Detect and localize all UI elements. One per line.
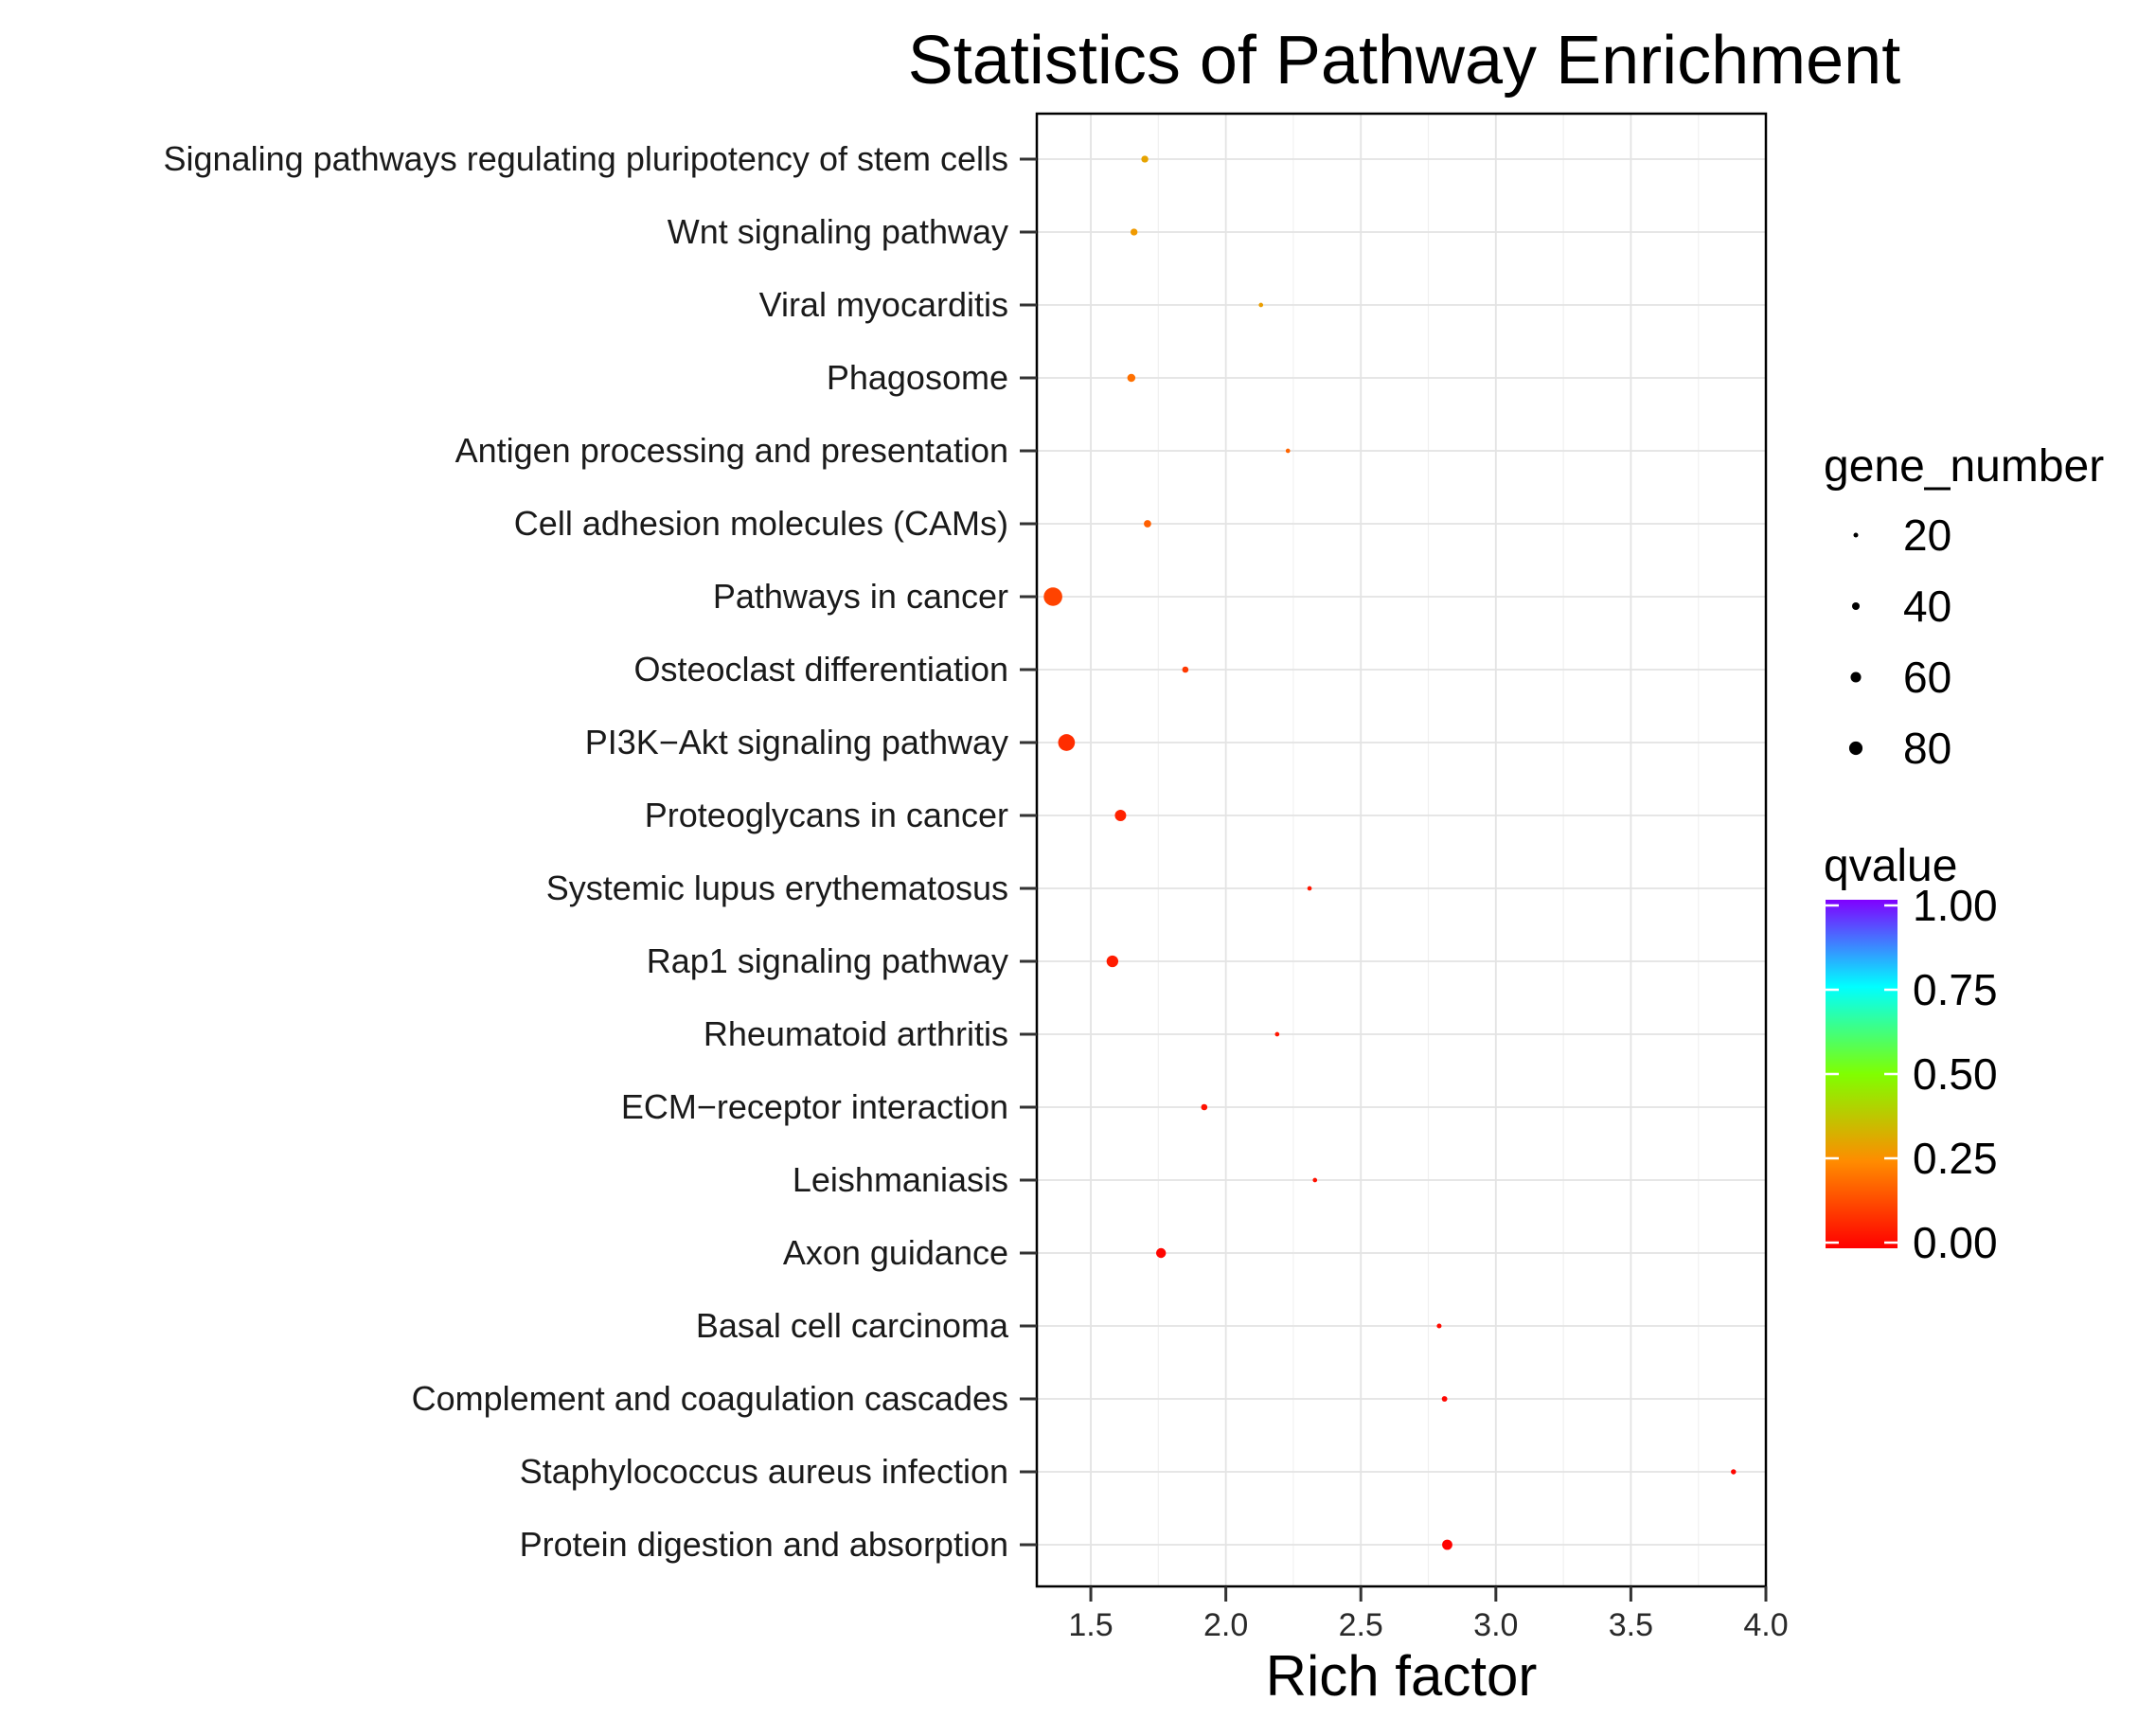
y-tick-label: Osteoclast differentiation	[633, 650, 1008, 689]
y-tick-label: Viral myocarditis	[759, 285, 1008, 324]
y-tick-label: Rheumatoid arthritis	[704, 1014, 1008, 1053]
legend-qvalue-label: 0.25	[1913, 1134, 1998, 1183]
legend-qvalue-label: 0.75	[1913, 965, 1998, 1014]
y-tick-label: Wnt signaling pathway	[668, 212, 1008, 251]
legend-size-key	[1848, 741, 1863, 756]
x-tick-label: 3.5	[1609, 1607, 1653, 1643]
data-point	[1127, 373, 1136, 383]
data-point	[1106, 955, 1119, 968]
y-tick-label: Leishmaniasis	[793, 1160, 1008, 1199]
x-tick-label: 4.0	[1743, 1607, 1788, 1643]
data-point	[1043, 587, 1062, 606]
chart-title: Statistics of Pathway Enrichment	[908, 23, 1900, 98]
y-axis: Signaling pathways regulating pluripoten…	[164, 139, 1037, 1564]
y-tick-label: Protein digestion and absorption	[520, 1525, 1008, 1564]
data-point	[1285, 448, 1291, 454]
x-tick-label: 1.5	[1068, 1607, 1113, 1643]
y-tick-label: Axon guidance	[783, 1233, 1008, 1272]
y-tick-label: Cell adhesion molecules (CAMs)	[514, 504, 1008, 543]
legend-size-key	[1853, 532, 1859, 538]
grid-lines	[1037, 114, 1767, 1586]
y-tick-label: ECM−receptor interaction	[621, 1087, 1008, 1126]
legend-qvalue-title: qvalue	[1824, 841, 1957, 891]
x-tick-label: 3.0	[1473, 1607, 1518, 1643]
legend-qvalue-label: 0.00	[1913, 1218, 1998, 1267]
legend-size-key	[1851, 601, 1861, 611]
y-tick-label: Systemic lupus erythematosus	[546, 868, 1008, 907]
data-point	[1307, 886, 1312, 891]
legend-size-label: 20	[1903, 510, 1951, 560]
data-point	[1155, 1247, 1167, 1259]
x-tick-label: 2.5	[1339, 1607, 1383, 1643]
legend-gene-number-title: gene_number	[1824, 441, 2104, 492]
legend-size-label: 80	[1903, 724, 1951, 773]
data-point	[1058, 734, 1076, 751]
data-point	[1312, 1177, 1318, 1183]
data-point	[1182, 666, 1189, 673]
data-point	[1114, 810, 1127, 821]
data-point	[1201, 1103, 1208, 1111]
data-point	[1274, 1031, 1280, 1037]
data-point	[1144, 520, 1151, 528]
x-axis-title: Rich factor	[1266, 1644, 1538, 1708]
data-point	[1130, 228, 1138, 236]
legend-size-label: 60	[1903, 653, 1951, 702]
legend-qvalue-label: 1.00	[1913, 881, 1998, 930]
legend-size-key	[1850, 671, 1862, 683]
data-point	[1141, 155, 1149, 163]
legend-size-label: 40	[1903, 582, 1951, 631]
legend-qvalue-label: 0.50	[1913, 1049, 1998, 1099]
y-tick-label: Phagosome	[827, 358, 1008, 397]
y-tick-label: PI3K−Akt signaling pathway	[585, 723, 1008, 761]
y-tick-label: Complement and coagulation cascades	[412, 1379, 1008, 1418]
data-point	[1258, 302, 1264, 308]
y-tick-label: Pathways in cancer	[713, 577, 1008, 616]
x-tick-label: 2.0	[1203, 1607, 1248, 1643]
data-points	[1043, 155, 1737, 1550]
y-tick-label: Antigen processing and presentation	[455, 431, 1008, 470]
y-tick-label: Signaling pathways regulating pluripoten…	[164, 139, 1009, 178]
y-tick-label: Proteoglycans in cancer	[645, 796, 1008, 834]
data-point	[1442, 1539, 1452, 1550]
data-point	[1441, 1396, 1448, 1402]
y-tick-label: Staphylococcus aureus infection	[520, 1452, 1008, 1491]
data-point	[1436, 1323, 1442, 1329]
data-point	[1731, 1469, 1737, 1475]
y-tick-label: Rap1 signaling pathway	[647, 941, 1008, 980]
plot-panel-border	[1035, 112, 1768, 1588]
legend-qvalue: qvalue 1.00 0.75 0.50 0.25 0.00	[1824, 841, 1998, 1267]
x-axis: 1.5 2.0 2.5 3.0 3.5 4.0	[1068, 1586, 1789, 1643]
y-tick-label: Basal cell carcinoma	[696, 1306, 1009, 1345]
legend-gene-number: gene_number 20 40 60 80	[1824, 441, 2104, 773]
